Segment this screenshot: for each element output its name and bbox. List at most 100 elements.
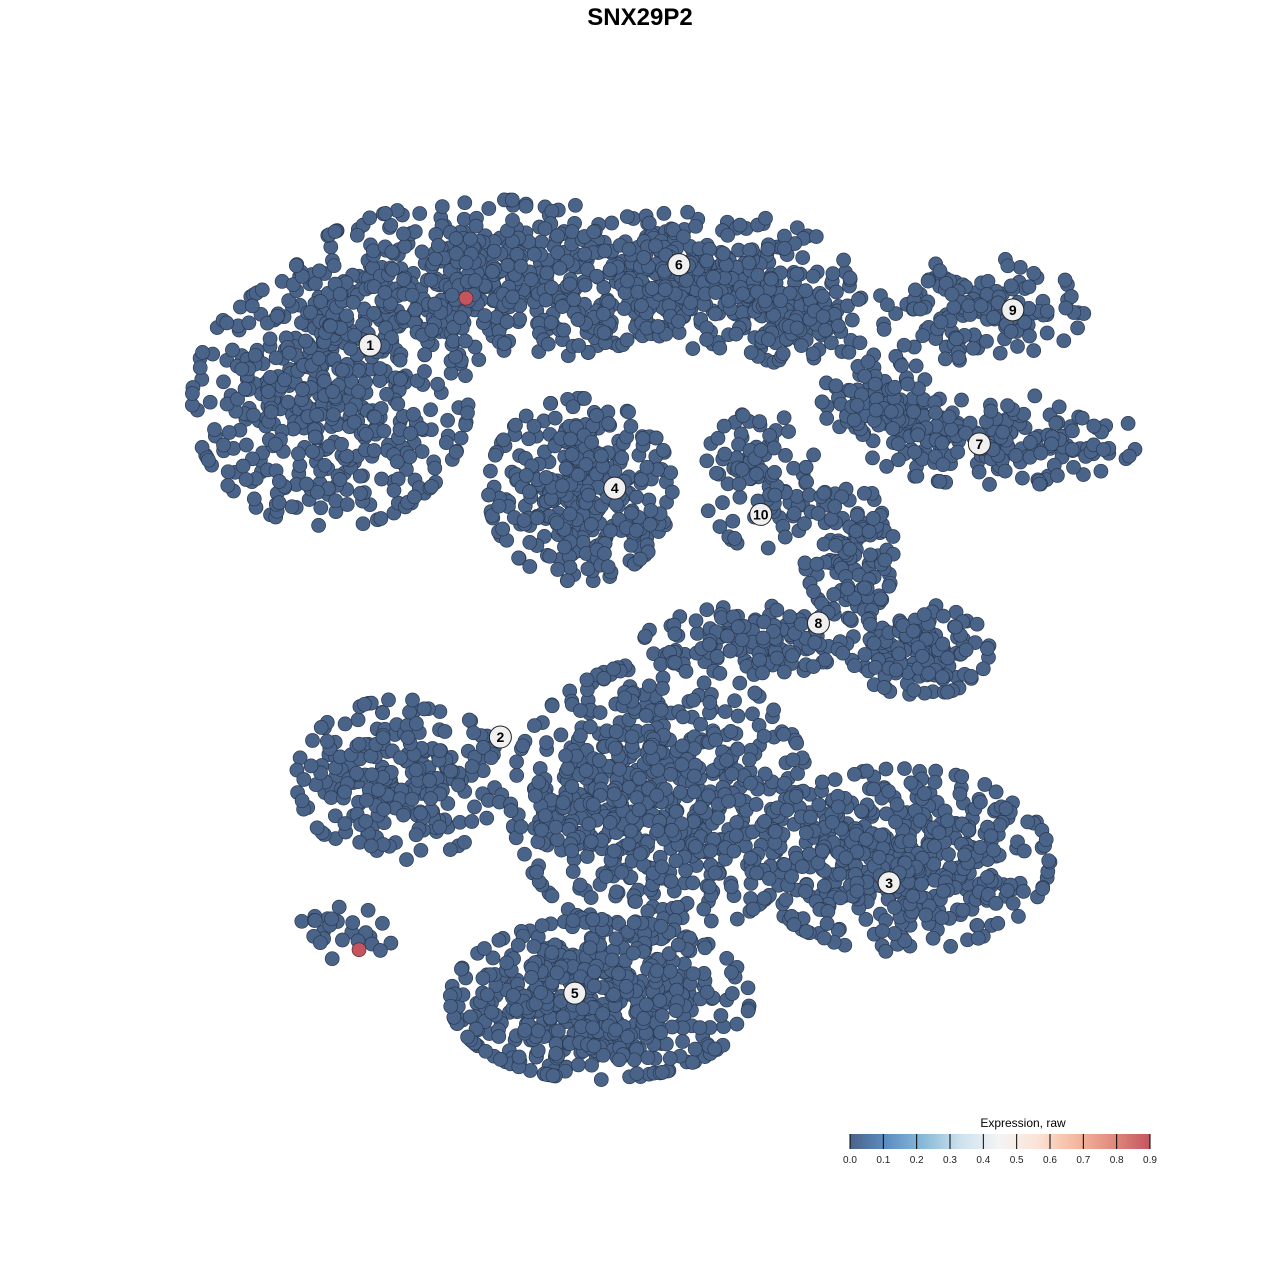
cell-point — [907, 282, 923, 298]
cell-point — [931, 825, 947, 841]
cell-point — [377, 285, 393, 300]
cell-point — [522, 535, 538, 550]
cell-point — [500, 258, 516, 273]
cell-point — [1005, 895, 1021, 911]
cell-point — [667, 626, 683, 642]
cell-point — [788, 789, 804, 804]
cell-point — [624, 505, 639, 521]
cell-point — [685, 1055, 700, 1070]
cell-point — [636, 250, 652, 265]
cluster-label-text: 9 — [1009, 302, 1017, 318]
cell-point — [478, 1043, 494, 1059]
cell-point — [562, 506, 578, 522]
cell-point — [910, 427, 926, 443]
cell-point — [539, 735, 554, 750]
cell-point — [849, 883, 865, 899]
cell-point — [903, 775, 919, 791]
cell-point — [838, 850, 854, 866]
cell-point — [655, 681, 670, 696]
cell-point — [702, 695, 718, 710]
cell-point — [809, 556, 825, 572]
cell-point — [428, 251, 443, 267]
cell-point — [598, 869, 614, 884]
cell-point — [1027, 388, 1043, 404]
cell-point — [902, 833, 918, 849]
cell-point — [443, 998, 459, 1014]
cell-point — [842, 541, 858, 557]
cluster-label-6: 6 — [667, 253, 691, 277]
color-legend: Expression, raw 0.0 0.1 0.2 0.3 0.4 0.5 0.6 0.7… — [843, 1116, 1157, 1166]
cell-point — [825, 266, 841, 281]
cell-point — [303, 758, 319, 774]
cell-point — [799, 474, 814, 490]
cell-point — [878, 761, 894, 777]
cell-point — [294, 793, 310, 809]
cell-point — [544, 203, 560, 219]
cell-point — [534, 822, 550, 838]
cell-point — [702, 637, 717, 652]
cell-point — [458, 255, 474, 271]
cell-point — [728, 828, 744, 844]
cell-point — [631, 802, 647, 818]
cell-point — [534, 918, 550, 933]
cell-point — [416, 701, 432, 717]
cell-point — [305, 444, 320, 459]
cell-point — [935, 636, 951, 652]
cell-point — [724, 986, 740, 1001]
cell-point — [885, 529, 901, 544]
cell-point — [628, 894, 643, 909]
cell-point — [497, 336, 512, 351]
cell-point — [557, 539, 572, 555]
legend-tick-label: 0.5 — [1010, 1155, 1024, 1166]
cell-point — [815, 288, 830, 304]
cell-point — [402, 449, 418, 465]
cell-point — [1058, 300, 1074, 316]
cell-point — [404, 791, 420, 807]
cell-point — [693, 716, 708, 732]
cell-point — [842, 270, 858, 286]
cell-point — [848, 523, 864, 539]
cell-point — [400, 730, 416, 745]
cell-point — [570, 312, 586, 327]
cell-point — [776, 410, 792, 426]
cell-point — [309, 820, 325, 836]
cell-point — [752, 652, 767, 668]
cell-point — [798, 825, 814, 841]
legend-tick-label: 0.8 — [1110, 1155, 1124, 1166]
cell-point — [832, 866, 848, 882]
cell-point — [608, 724, 624, 739]
cell-point — [552, 260, 568, 276]
cell-point — [262, 331, 278, 347]
cell-point — [448, 349, 463, 365]
cell-point — [319, 733, 335, 749]
cell-point — [891, 646, 907, 662]
cell-point — [709, 649, 725, 664]
cell-point — [805, 268, 821, 284]
cell-point — [653, 702, 669, 718]
cell-point — [1096, 442, 1111, 457]
cell-point — [643, 503, 659, 518]
cell-point — [637, 628, 653, 644]
cell-point — [840, 581, 855, 597]
cell-point — [268, 436, 283, 452]
cell-point — [851, 292, 866, 307]
cell-point — [786, 917, 802, 932]
cell-point — [337, 716, 353, 732]
cell-point — [596, 306, 611, 322]
cell-point — [653, 918, 669, 934]
cell-point — [965, 340, 981, 356]
cell-point — [715, 246, 731, 261]
cell-point — [515, 738, 531, 754]
cell-point — [529, 864, 545, 880]
cell-point — [752, 414, 767, 429]
cell-point — [724, 965, 739, 980]
cell-point — [511, 1049, 527, 1065]
cell-point — [663, 873, 679, 889]
cell-point — [513, 819, 529, 835]
cell-point — [219, 315, 235, 331]
cell-point — [321, 438, 337, 454]
cell-point — [335, 362, 350, 378]
cell-point — [728, 326, 744, 342]
cell-point — [504, 192, 520, 208]
cell-point — [852, 335, 868, 351]
